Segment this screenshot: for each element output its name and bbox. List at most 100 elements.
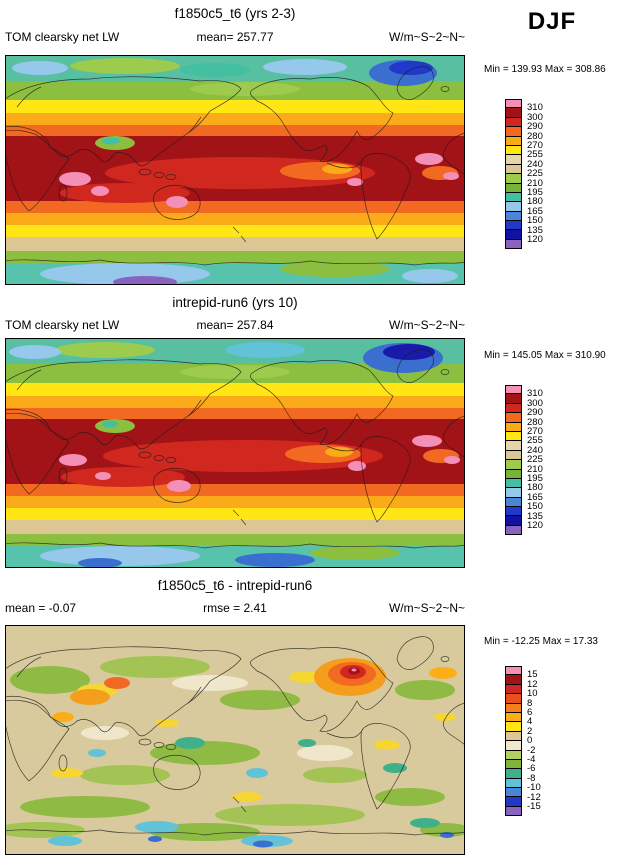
colorbar-tick-label: 15: [527, 669, 538, 681]
colorbar-tick-label: 180: [527, 196, 543, 208]
colorbar-tick-label: -10: [527, 782, 541, 794]
colorbar: [505, 666, 522, 817]
colorbar-swatch: [505, 741, 522, 751]
colorbar-swatch: [505, 192, 522, 203]
minmax-label: Min = 139.93 Max = 308.86: [484, 64, 606, 75]
colorbar-swatch: [505, 450, 522, 461]
panel-case1: f1850c5_t6 (yrs 2-3) TOM clearsky net LW…: [0, 0, 620, 289]
colorbar-swatch: [505, 413, 522, 423]
mean-label: mean= 257.84: [196, 318, 274, 332]
colorbar-tick-label: 240: [527, 158, 543, 170]
colorbar-tick-label: 12: [527, 678, 538, 690]
colorbar-swatch: [505, 516, 522, 526]
colorbar-tick-label: 300: [527, 111, 543, 123]
colorbar-tick-label: 150: [527, 501, 543, 513]
colorbar-swatch: [505, 488, 522, 498]
colorbar-swatch: [505, 385, 522, 395]
colorbar-swatch: [505, 759, 522, 770]
colorbar-tick-label: 280: [527, 130, 543, 142]
colorbar-swatch: [505, 788, 522, 798]
colorbar-tick-label: 195: [527, 473, 543, 484]
colorbar-swatch: [505, 431, 522, 442]
colorbar-swatch: [505, 174, 522, 184]
colorbar-labels: 310 300 290 280 270 255 240 225 210 195 180 165 150 1…: [527, 385, 561, 537]
colorbar-tick-label: 210: [527, 463, 543, 475]
colorbar-tick-label: -15: [527, 801, 541, 812]
colorbar-tick-label: -12: [527, 791, 541, 803]
colorbar-swatch: [505, 117, 522, 128]
colorbar-swatch: [505, 127, 522, 137]
map-plot-difference: [5, 625, 465, 855]
colorbar-swatch: [505, 108, 522, 118]
colorbar-swatch: [505, 221, 522, 231]
colorbar-swatch: [505, 722, 522, 732]
colorbar-tick-label: 4: [527, 716, 533, 728]
colorbar-swatch: [505, 712, 522, 723]
colorbar-labels: 15 12 10 8 6 4 2 0 -2 -4 -6 -8 -10 -12 -15: [527, 666, 561, 818]
colorbar-swatch: [505, 703, 522, 713]
colorbar-swatch: [505, 230, 522, 240]
panel-title: intrepid-run6 (yrs 10): [172, 295, 298, 310]
panel-case2: intrepid-run6 (yrs 10) TOM clearsky net …: [0, 289, 620, 572]
colorbar-tick-label: 280: [527, 416, 543, 428]
colorbar-swatch: [505, 239, 522, 250]
colorbar-tick-label: -8: [527, 772, 536, 784]
diff-anomalies: [5, 656, 465, 848]
colorbar-tick-label: 270: [527, 140, 543, 151]
colorbar-tick-label: 290: [527, 407, 543, 419]
colorbar-swatch: [505, 684, 522, 695]
zonal-bands: [5, 55, 465, 285]
panel-difference: f1850c5_t6 - intrepid-run6 mean = -0.07 …: [0, 572, 620, 861]
season-label: DJF: [527, 8, 577, 35]
colorbar-swatch: [505, 469, 522, 479]
panel-header: TOM clearsky net LW mean= 257.84 W/m~S~2…: [5, 318, 465, 332]
panel-header: TOM clearsky net LW mean= 257.77 W/m~S~2…: [5, 30, 465, 44]
colorbar-swatch: [505, 136, 522, 146]
colorbar-tick-label: 310: [527, 102, 543, 114]
colorbar-tick-label: 195: [527, 187, 543, 198]
colorbar-swatch: [505, 797, 522, 807]
colorbar-tick-label: 270: [527, 426, 543, 437]
colorbar-tick-label: 2: [527, 725, 533, 737]
variable-label: TOM clearsky net LW: [5, 30, 120, 44]
colorbar-swatch: [505, 525, 522, 536]
colorbar-swatch: [505, 164, 522, 175]
colorbar-tick-label: 165: [527, 205, 543, 217]
panel-header: mean = -0.07 rmse = 2.41 W/m~S~2~N~: [5, 601, 465, 615]
colorbar-swatch: [505, 478, 522, 489]
colorbar-swatch: [505, 769, 522, 779]
colorbar-tick-label: -6: [527, 763, 536, 775]
colorbar-tick-label: 135: [527, 224, 543, 236]
colorbar-swatch: [505, 778, 522, 789]
colorbar-tick-label: 300: [527, 397, 543, 409]
colorbar-swatch: [505, 441, 522, 451]
colorbar-swatch: [505, 99, 522, 109]
world-map-contour: [5, 625, 465, 855]
colorbar-swatch: [505, 422, 522, 432]
colorbar-swatch: [505, 507, 522, 517]
colorbar-swatch: [505, 145, 522, 156]
colorbar-tick-label: 120: [527, 234, 543, 245]
colorbar-tick-label: 0: [527, 735, 533, 747]
colorbar-tick-label: 240: [527, 444, 543, 456]
colorbar-tick-label: 135: [527, 510, 543, 522]
colorbar-swatch: [505, 675, 522, 685]
mean-label: mean = -0.07: [5, 601, 77, 615]
colorbar-tick-label: 310: [527, 388, 543, 400]
colorbar-tick-label: 210: [527, 177, 543, 189]
colorbar-swatch: [505, 694, 522, 704]
panel-title: f1850c5_t6 (yrs 2-3): [174, 6, 296, 21]
colorbar-tick-label: 255: [527, 435, 543, 447]
colorbar-swatch: [505, 155, 522, 165]
panel-title: f1850c5_t6 - intrepid-run6: [157, 578, 313, 593]
colorbar-swatch: [505, 750, 522, 760]
variable-label: TOM clearsky net LW: [5, 318, 120, 332]
colorbar: [505, 99, 522, 250]
mean-label: mean= 257.77: [196, 30, 274, 44]
colorbar-tick-label: 225: [527, 168, 543, 180]
colorbar-tick-label: 8: [527, 697, 533, 709]
units-label: W/m~S~2~N~: [388, 601, 465, 615]
colorbar-tick-label: -2: [527, 744, 536, 756]
colorbar-swatch: [505, 394, 522, 404]
